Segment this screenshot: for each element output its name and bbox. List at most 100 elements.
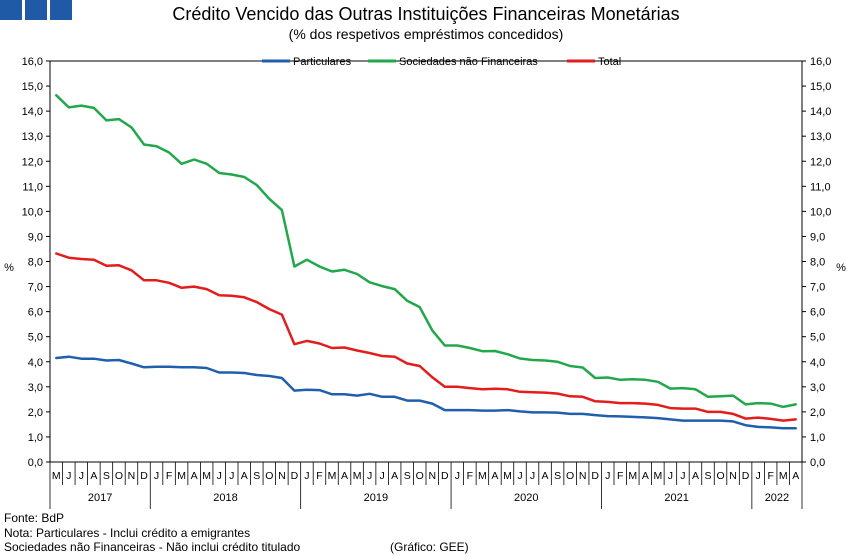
x-tick-label: J [605,470,610,482]
year-label-2021: 2021 [664,492,688,504]
x-tick-label: J [154,470,159,482]
x-tick-label: O [416,470,424,482]
x-tick-label: D [591,470,599,482]
y-tick-label-right: 7,0 [810,282,825,294]
year-label-2018: 2018 [213,492,237,504]
x-tick-label: M [503,470,512,482]
y-tick-label-left: 12,0 [22,156,43,168]
y-tick-label-right: 11,0 [810,181,831,193]
x-tick-label: J [455,470,460,482]
x-tick-label: S [704,470,711,482]
x-tick-label: M [653,470,662,482]
y-tick-label-left: 9,0 [28,231,43,243]
y-tick-label-right: 13,0 [810,131,831,143]
y-tick-label-right: 4,0 [810,357,825,369]
x-tick-label: A [90,470,97,482]
y-tick-label-left: 7,0 [28,282,43,294]
y-tick-label-right: 16,0 [810,56,831,68]
logo-block [25,0,47,20]
y-tick-label-left: 16,0 [22,56,43,68]
x-tick-label: A [191,470,198,482]
legend-label-0: Particulares [293,56,352,68]
x-tick-label: N [579,470,587,482]
x-tick-label: D [441,470,449,482]
year-label-2019: 2019 [364,492,388,504]
gee-logo [0,0,72,20]
chart-title: Crédito Vencido das Outras Instituições … [172,4,680,24]
x-tick-label: J [380,470,385,482]
x-tick-label: J [668,470,673,482]
x-tick-label: F [316,470,322,482]
year-label-2017: 2017 [88,492,112,504]
x-tick-label: J [217,470,222,482]
x-tick-label: M [328,470,337,482]
x-tick-label: J [680,470,685,482]
logo-block [50,0,72,20]
y-axis-label-left: % [4,262,14,274]
x-tick-label: A [642,470,649,482]
y-tick-label-left: 6,0 [28,307,43,319]
x-tick-label: M [628,470,637,482]
y-tick-label-left: 8,0 [28,257,43,269]
x-tick-label: O [716,470,724,482]
chart-subtitle: (% dos respetivos empréstimos concedidos… [288,26,564,42]
y-tick-label-right: 5,0 [810,332,825,344]
y-tick-label-right: 1,0 [810,432,825,444]
x-tick-label: S [404,470,411,482]
x-tick-label: A [792,470,799,482]
x-tick-label: J [756,470,761,482]
x-tick-label: J [530,470,535,482]
legend-label-1: Sociedades não Financeiras [399,56,538,68]
y-tick-label-left: 5,0 [28,332,43,344]
x-tick-label: N [128,470,136,482]
y-tick-label-left: 3,0 [28,382,43,394]
x-tick-label: D [742,470,750,482]
x-tick-label: O [566,470,574,482]
chart-notes: Fonte: BdP Nota: Particulares - Inclui c… [4,511,300,555]
y-tick-label-left: 1,0 [28,432,43,444]
note-sociedades: Sociedades não Financeiras - Não inclui … [4,540,301,554]
y-tick-label-left: 14,0 [22,106,43,118]
x-tick-label: S [554,470,561,482]
x-tick-label: M [779,470,788,482]
y-tick-label-right: 2,0 [810,407,825,419]
x-tick-label: J [79,470,84,482]
x-tick-label: D [140,470,148,482]
x-tick-label: J [517,470,522,482]
x-tick-label: M [353,470,362,482]
y-axis-label-right: % [836,262,846,274]
x-tick-label: F [617,470,623,482]
x-tick-label: O [265,470,273,482]
x-tick-label: M [177,470,186,482]
series-line-0 [55,355,797,430]
x-tick-label: J [367,470,372,482]
chart-credit: (Gráfico: GEE) [390,540,469,554]
y-tick-label-right: 8,0 [810,257,825,269]
y-tick-label-right: 9,0 [810,231,825,243]
y-tick-label-right: 14,0 [810,106,831,118]
y-tick-label-right: 3,0 [810,382,825,394]
x-tick-label: N [428,470,436,482]
x-tick-label: S [253,470,260,482]
x-tick-label: A [692,470,699,482]
series-line-1 [55,94,797,409]
year-label-2022: 2022 [765,492,789,504]
x-tick-label: N [729,470,737,482]
source-note: Fonte: BdP [4,511,65,525]
y-tick-label-right: 10,0 [810,206,831,218]
x-tick-label: S [103,470,110,482]
y-tick-label-left: 0,0 [28,457,43,469]
y-tick-label-right: 6,0 [810,307,825,319]
y-tick-label-left: 4,0 [28,357,43,369]
series-line-2 [55,252,797,422]
y-tick-label-right: 12,0 [810,156,831,168]
x-tick-label: A [391,470,398,482]
x-tick-label: J [66,470,71,482]
x-tick-label: D [291,470,299,482]
y-tick-label-left: 13,0 [22,131,43,143]
x-tick-label: J [304,470,309,482]
x-tick-label: O [115,470,123,482]
x-tick-label: F [767,470,773,482]
y-tick-label-left: 10,0 [22,206,43,218]
